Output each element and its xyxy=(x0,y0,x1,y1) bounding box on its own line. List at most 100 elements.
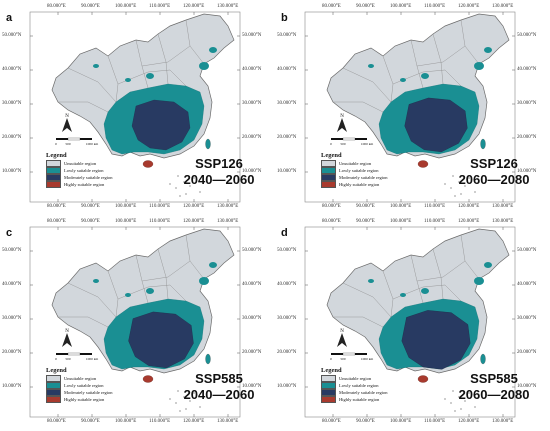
latitude-label-right: 50.000°N xyxy=(242,248,262,253)
latitude-label-left: 50.000°N xyxy=(277,248,297,253)
latitude-label-left: 30.000°N xyxy=(277,101,297,106)
island-dot xyxy=(444,398,446,400)
taiwan-island xyxy=(480,138,486,150)
longitude-label-top: 110.000°E xyxy=(149,219,171,224)
lowly-suitable-patch xyxy=(400,78,406,82)
island-dot xyxy=(185,408,187,410)
longitude-label-top: 90.000°E xyxy=(81,219,100,224)
legend-item: Moderately suitable region xyxy=(46,174,113,181)
legend-item: Lowly suitable region xyxy=(321,167,388,174)
longitude-label-top: 100.000°E xyxy=(115,4,137,9)
island-dot xyxy=(189,400,191,402)
island-dot xyxy=(464,400,466,402)
island-dot xyxy=(185,193,187,195)
island-dot xyxy=(460,408,462,410)
legend-item: Lowly suitable region xyxy=(46,382,113,389)
longitude-label-top: 90.000°E xyxy=(356,219,375,224)
latitude-label-right: 10.000°N xyxy=(517,384,537,389)
lowly-suitable-patch xyxy=(209,262,217,268)
longitude-label-bottom: 130.000°E xyxy=(492,204,514,209)
latitude-label-left: 20.000°N xyxy=(2,350,22,355)
longitude-label-bottom: 90.000°E xyxy=(81,204,100,209)
lowly-suitable-patch xyxy=(199,62,209,70)
svg-text:0: 0 xyxy=(55,357,57,361)
latitude-label-right: 30.000°N xyxy=(517,316,537,321)
map-svg: N 0 500 1000 km xyxy=(304,226,516,418)
longitude-label-top: 80.000°E xyxy=(322,4,341,9)
north-arrow-icon: N xyxy=(337,329,347,347)
map-svg: N 0 500 1000 km xyxy=(29,226,241,418)
scenario-period: 2040—2060 xyxy=(183,172,255,187)
island-dot xyxy=(175,402,177,404)
island-dot xyxy=(452,390,454,392)
svg-text:500: 500 xyxy=(340,142,346,146)
legend-swatch xyxy=(46,181,61,188)
svg-text:500: 500 xyxy=(340,357,346,361)
svg-text:0: 0 xyxy=(330,142,332,146)
latitude-label-left: 20.000°N xyxy=(2,135,22,140)
lowly-suitable-patch xyxy=(368,279,374,283)
legend-item: Lowly suitable region xyxy=(321,382,388,389)
island-dot xyxy=(474,191,476,193)
latitude-label-left: 50.000°N xyxy=(2,33,22,38)
latitude-label-left: 20.000°N xyxy=(277,350,297,355)
highly-suitable-region xyxy=(142,375,154,383)
legend-swatch xyxy=(46,396,61,403)
latitude-label-right: 20.000°N xyxy=(242,350,262,355)
island-dot xyxy=(179,410,181,412)
panel-letter: b xyxy=(281,12,288,24)
scenario-name: SSP126 xyxy=(195,156,243,171)
longitude-label-top: 110.000°E xyxy=(149,4,171,9)
longitude-label-top: 130.000°E xyxy=(217,219,239,224)
scenario-label: SSP126 2040—2060 xyxy=(179,156,259,188)
latitude-label-left: 40.000°N xyxy=(2,282,22,287)
highly-suitable-region xyxy=(417,160,429,168)
longitude-label-bottom: 110.000°E xyxy=(424,204,446,209)
legend-title: Legend xyxy=(46,152,67,159)
legend-item: Highly suitable region xyxy=(46,181,113,188)
latitude-label-left: 50.000°N xyxy=(277,33,297,38)
legend-item: Unsuitable region xyxy=(321,375,388,382)
taiwan-island xyxy=(480,353,486,365)
latitude-label-right: 30.000°N xyxy=(242,101,262,106)
scenario-name: SSP585 xyxy=(195,371,243,386)
svg-text:N: N xyxy=(340,329,344,334)
legend-label: Lowly suitable region xyxy=(64,168,104,173)
longitude-label-top: 80.000°E xyxy=(322,219,341,224)
legend-item: Highly suitable region xyxy=(46,396,113,403)
legend-item: Moderately suitable region xyxy=(321,174,388,181)
island-dot xyxy=(193,392,195,394)
legend: Legend Unsuitable region Lowly suitable re… xyxy=(46,152,113,188)
lowly-suitable-patch xyxy=(484,47,492,53)
svg-text:500: 500 xyxy=(65,142,71,146)
map-panel-b: N 0 500 1000 km 80.000°E 80.000°E 90.000°E 90.0… xyxy=(275,0,550,215)
map-svg: N 0 500 1000 km xyxy=(304,11,516,203)
legend-swatch xyxy=(321,396,336,403)
legend: Legend Unsuitable region Lowly suitable re… xyxy=(46,367,113,403)
latitude-label-right: 40.000°N xyxy=(242,67,262,72)
island-dot xyxy=(193,177,195,179)
lowly-suitable-patch xyxy=(199,277,209,285)
latitude-label-left: 10.000°N xyxy=(2,169,22,174)
legend-label: Highly suitable region xyxy=(339,397,380,402)
longitude-label-bottom: 90.000°E xyxy=(356,419,375,424)
island-dot xyxy=(199,406,201,408)
longitude-label-bottom: 120.000°E xyxy=(183,204,205,209)
moderately-suitable-region xyxy=(131,99,191,151)
svg-text:0: 0 xyxy=(55,142,57,146)
latitude-label-left: 30.000°N xyxy=(277,316,297,321)
legend: Legend Unsuitable region Lowly suitable re… xyxy=(321,367,388,403)
legend: Legend Unsuitable region Lowly suitable re… xyxy=(321,152,388,188)
latitude-label-left: 40.000°N xyxy=(277,282,297,287)
legend-item: Moderately suitable region xyxy=(321,389,388,396)
legend-label: Lowly suitable region xyxy=(64,383,104,388)
longitude-label-top: 120.000°E xyxy=(458,4,480,9)
longitude-label-bottom: 80.000°E xyxy=(322,204,341,209)
lowly-suitable-patch xyxy=(421,288,429,294)
island-dot xyxy=(460,193,462,195)
latitude-label-right: 10.000°N xyxy=(517,169,537,174)
longitude-label-bottom: 120.000°E xyxy=(183,419,205,424)
longitude-label-top: 110.000°E xyxy=(424,219,446,224)
scenario-name: SSP126 xyxy=(470,156,518,171)
legend-item: Unsuitable region xyxy=(46,160,113,167)
